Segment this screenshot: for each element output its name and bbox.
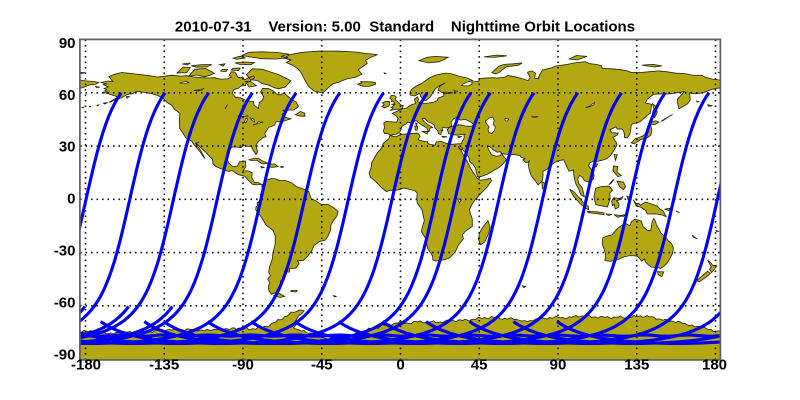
- svg-text:-30: -30: [54, 243, 76, 260]
- svg-text:135: 135: [624, 356, 649, 373]
- svg-text:-45: -45: [311, 356, 333, 373]
- svg-text:90: 90: [59, 35, 76, 52]
- svg-text:0: 0: [67, 191, 75, 208]
- svg-text:-90: -90: [232, 356, 254, 373]
- svg-text:-135: -135: [149, 356, 179, 373]
- svg-text:-180: -180: [71, 356, 101, 373]
- svg-text:0: 0: [396, 356, 404, 373]
- svg-text:60: 60: [59, 87, 76, 104]
- svg-text:90: 90: [550, 356, 567, 373]
- svg-text:180: 180: [702, 356, 727, 373]
- svg-text:30: 30: [59, 139, 76, 156]
- svg-text:-60: -60: [54, 294, 76, 311]
- svg-text:2010-07-31 Version: 5.00 S: 2010-07-31 Version: 5.00 Standard Nightt…: [175, 19, 635, 36]
- svg-text:45: 45: [471, 356, 488, 373]
- svg-text:-90: -90: [54, 346, 76, 363]
